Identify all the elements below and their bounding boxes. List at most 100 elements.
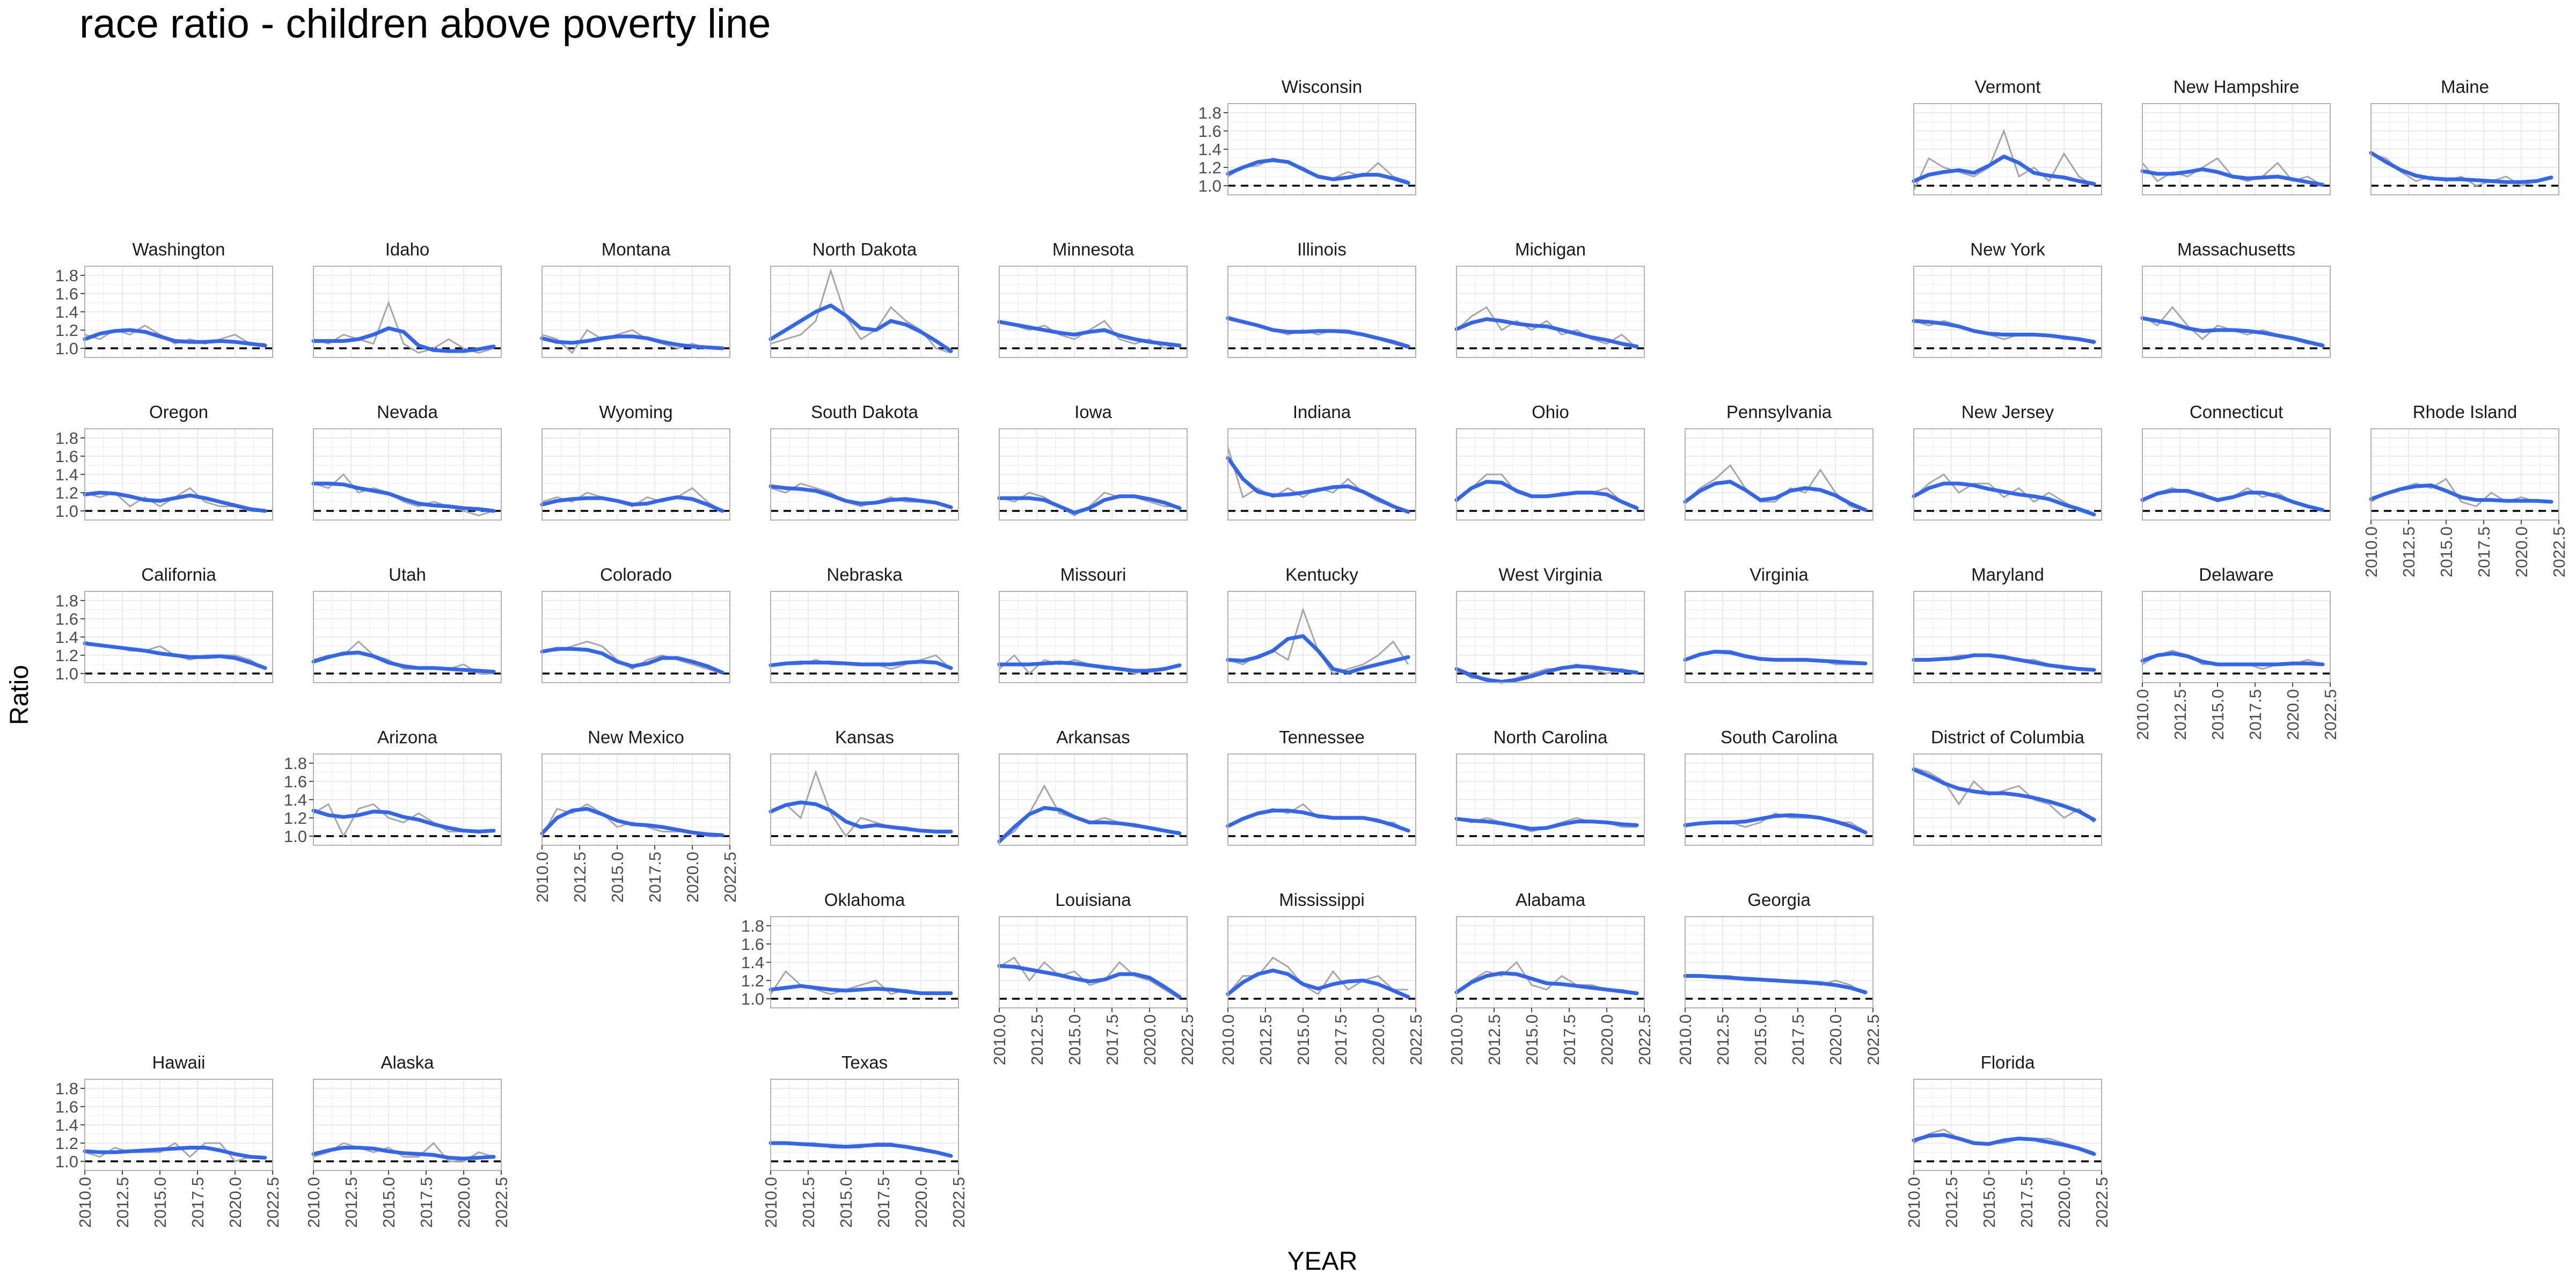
panel-title-louisiana: Louisiana <box>1055 890 1131 910</box>
y-tick-label: 1.4 <box>55 628 78 647</box>
panel-title-illinois: Illinois <box>1297 239 1346 259</box>
smooth-line-west-virginia <box>1454 664 1639 684</box>
smooth-line-oregon <box>83 491 267 513</box>
smooth-line-oklahoma <box>769 984 953 996</box>
panel-border-illinois <box>1227 266 1416 358</box>
y-tick-label: 1.8 <box>55 266 78 285</box>
smooth-line-idaho <box>311 326 496 353</box>
x-tick-label: 2015.0 <box>1751 1014 1770 1065</box>
panel-title-utah: Utah <box>389 565 426 584</box>
panel-massachusetts: Massachusetts <box>2140 239 2331 358</box>
x-tick-label: 2022.5 <box>1635 1014 1654 1065</box>
panel-border-district-of-columbia <box>1913 753 2102 846</box>
panel-title-montana: Montana <box>602 239 671 259</box>
smooth-line-new-hampshire <box>2140 167 2325 187</box>
panel-title-kansas: Kansas <box>835 727 894 747</box>
y-tick-label: 1.0 <box>55 664 78 683</box>
raw-line-michigan <box>1455 306 1638 349</box>
panel-new-jersey: New Jersey <box>1912 402 2102 521</box>
y-tick-label: 1.4 <box>55 465 78 484</box>
smooth-line-delaware <box>2140 652 2325 667</box>
y-tick-label: 1.6 <box>284 772 307 791</box>
x-tick-label: 2015.0 <box>1065 1014 1084 1065</box>
smooth-line-nevada <box>311 481 496 513</box>
smooth-line-iowa <box>997 494 1182 515</box>
panel-title-new-hampshire: New Hampshire <box>2174 77 2300 97</box>
panel-alaska: Alaska 2010.0 2012.5 2015.0 2017.5 2020.0 2022… <box>304 1052 511 1228</box>
y-tick-label: 1.2 <box>55 646 78 665</box>
smooth-line-louisiana <box>997 964 1182 999</box>
panel-title-maine: Maine <box>2441 77 2489 97</box>
panel-colorado: Colorado <box>540 565 730 683</box>
x-tick-label: 2012.5 <box>113 1177 132 1228</box>
panel-title-nevada: Nevada <box>377 402 438 422</box>
panel-border-indiana <box>1227 428 1416 521</box>
x-tick-label: 2022.5 <box>2321 689 2340 740</box>
panel-border-minnesota <box>999 266 1188 358</box>
panel-title-georgia: Georgia <box>1747 890 1811 910</box>
x-tick-label: 2012.5 <box>570 852 589 903</box>
smooth-line-vermont <box>1912 155 2096 186</box>
x-tick-label: 2015.0 <box>837 1177 855 1228</box>
smooth-line-hawaii <box>83 1146 267 1160</box>
panel-new-mexico: New Mexico 2010.0 2012.5 2015.0 2017.5 2020.0… <box>533 727 740 903</box>
panel-title-mississippi: Mississippi <box>1279 890 1365 910</box>
panel-title-colorado: Colorado <box>600 565 672 584</box>
x-tick-label: 2012.5 <box>2171 689 2190 740</box>
x-tick-label: 2020.0 <box>2512 526 2531 577</box>
x-tick-label: 2020.0 <box>2055 1177 2074 1228</box>
chart-title: race ratio - children above poverty line <box>79 1 771 47</box>
panel-border-maine <box>2370 103 2559 195</box>
smooth-line-maine <box>2369 151 2553 184</box>
x-tick-label: 2017.5 <box>874 1177 893 1228</box>
panel-utah: Utah <box>311 565 502 683</box>
panel-title-south-carolina: South Carolina <box>1721 727 1838 747</box>
y-tick-label: 1.8 <box>284 754 307 773</box>
x-tick-label: 2012.5 <box>1942 1177 1961 1228</box>
y-tick-label: 1.2 <box>55 1134 78 1153</box>
panel-border-iowa <box>999 428 1188 521</box>
x-tick-label: 2017.5 <box>2017 1177 2036 1228</box>
raw-line-nevada <box>313 473 494 517</box>
panel-title-new-mexico: New Mexico <box>588 727 684 747</box>
y-tick-label: 1.0 <box>55 502 78 521</box>
smooth-line-maryland <box>1912 653 2096 672</box>
panel-title-nebraska: Nebraska <box>826 565 903 584</box>
panel-border-arkansas <box>999 753 1188 846</box>
panel-title-hawaii: Hawaii <box>152 1052 205 1072</box>
panel-title-virginia: Virginia <box>1750 565 1809 584</box>
panel-title-north-dakota: North Dakota <box>813 239 917 259</box>
panel-title-new-jersey: New Jersey <box>1962 402 2054 422</box>
panel-title-pennsylvania: Pennsylvania <box>1726 402 1832 422</box>
x-tick-label: 2010.0 <box>76 1177 94 1228</box>
y-tick-label: 1.8 <box>55 591 78 610</box>
panel-border-new-jersey <box>1913 428 2102 521</box>
panel-maryland: Maryland <box>1912 565 2102 683</box>
raw-line-alaska <box>313 1141 494 1162</box>
panel-title-wisconsin: Wisconsin <box>1282 77 1362 97</box>
x-tick-label: 2020.0 <box>1369 1014 1388 1065</box>
y-tick-label: 1.0 <box>284 827 307 846</box>
panel-title-oklahoma: Oklahoma <box>824 890 905 910</box>
smooth-line-kansas <box>769 800 953 833</box>
panel-title-kentucky: Kentucky <box>1285 565 1358 584</box>
smooth-line-georgia <box>1683 974 1868 994</box>
panel-border-south-carolina <box>1685 753 1874 846</box>
y-tick-label: 1.4 <box>284 791 307 809</box>
smooth-line-rhode-island <box>2369 483 2553 504</box>
y-tick-label: 1.8 <box>1198 104 1221 122</box>
panel-title-missouri: Missouri <box>1060 565 1126 584</box>
panel-michigan: Michigan <box>1454 239 1645 358</box>
x-tick-label: 2022.5 <box>492 1177 511 1228</box>
panel-title-maryland: Maryland <box>1971 565 2044 584</box>
x-tick-label: 2017.5 <box>417 1177 436 1228</box>
x-tick-label: 2017.5 <box>1560 1014 1579 1065</box>
panel-idaho: Idaho <box>311 239 502 358</box>
panel-title-alaska: Alaska <box>380 1052 434 1072</box>
panel-wisconsin: Wisconsin 1.01.21.41.61.8 <box>1198 77 1416 195</box>
panel-indiana: Indiana <box>1226 402 1416 521</box>
panel-washington: Washington 1.01.21.41.61.8 <box>55 239 273 358</box>
raw-line-hawaii <box>84 1142 265 1162</box>
y-tick-label: 1.6 <box>741 935 764 954</box>
x-tick-label: 2022.5 <box>1864 1014 1883 1065</box>
